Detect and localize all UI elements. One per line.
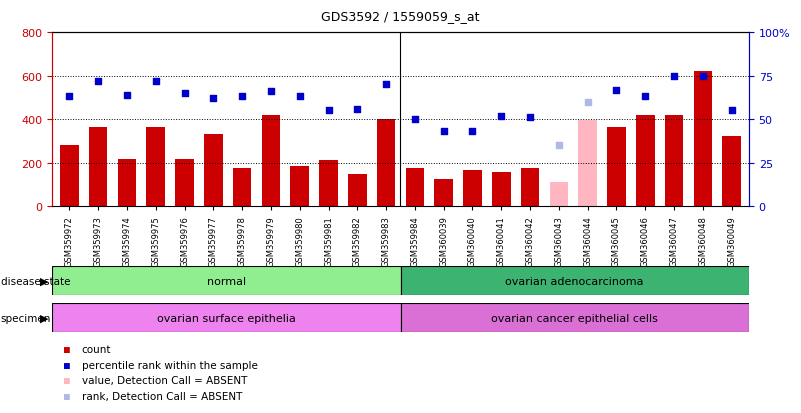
- Point: [610, 87, 623, 94]
- Bar: [319, 161, 338, 206]
- Bar: [400, 304, 749, 332]
- Bar: [175, 160, 194, 206]
- Point: [293, 94, 306, 100]
- Point: [207, 96, 219, 102]
- Text: ■: ■: [64, 375, 70, 385]
- Bar: [723, 137, 741, 206]
- Bar: [118, 160, 136, 206]
- Point: [668, 73, 681, 80]
- Bar: [204, 135, 223, 206]
- Text: normal: normal: [207, 276, 246, 286]
- Point: [63, 94, 76, 100]
- Text: percentile rank within the sample: percentile rank within the sample: [82, 360, 258, 370]
- Bar: [521, 169, 539, 206]
- Point: [235, 94, 248, 100]
- Point: [351, 106, 364, 113]
- Point: [466, 128, 479, 135]
- Point: [92, 78, 105, 85]
- Point: [264, 89, 277, 95]
- Bar: [665, 116, 683, 206]
- Point: [120, 92, 133, 99]
- Text: value, Detection Call = ABSENT: value, Detection Call = ABSENT: [82, 375, 247, 385]
- Bar: [694, 72, 712, 206]
- Text: ▶: ▶: [39, 276, 48, 286]
- Text: count: count: [82, 344, 111, 354]
- Text: ▶: ▶: [39, 313, 48, 323]
- Text: rank, Detection Call = ABSENT: rank, Detection Call = ABSENT: [82, 391, 242, 401]
- Bar: [636, 116, 654, 206]
- Point: [322, 108, 335, 114]
- Bar: [290, 166, 309, 206]
- Bar: [405, 169, 425, 206]
- Bar: [463, 171, 482, 206]
- Text: specimen: specimen: [1, 313, 51, 323]
- Bar: [434, 179, 453, 206]
- Bar: [233, 169, 252, 206]
- Bar: [60, 146, 78, 206]
- Text: ■: ■: [64, 360, 70, 370]
- Text: ■: ■: [64, 344, 70, 354]
- Text: disease state: disease state: [1, 276, 70, 286]
- Bar: [376, 120, 396, 206]
- Bar: [400, 266, 749, 295]
- Point: [725, 108, 738, 114]
- Bar: [578, 121, 597, 206]
- Bar: [147, 127, 165, 206]
- Point: [178, 90, 191, 97]
- Text: GDS3592 / 1559059_s_at: GDS3592 / 1559059_s_at: [321, 10, 480, 23]
- Text: ovarian surface epithelia: ovarian surface epithelia: [157, 313, 296, 323]
- Point: [553, 142, 566, 149]
- Point: [639, 94, 652, 100]
- Text: ■: ■: [64, 391, 70, 401]
- Point: [149, 78, 162, 85]
- Bar: [348, 174, 367, 206]
- Point: [380, 82, 392, 88]
- Text: ovarian cancer epithelial cells: ovarian cancer epithelial cells: [491, 313, 658, 323]
- Bar: [52, 266, 400, 295]
- Bar: [89, 127, 107, 206]
- Bar: [52, 304, 400, 332]
- Bar: [492, 173, 511, 206]
- Text: ovarian adenocarcinoma: ovarian adenocarcinoma: [505, 276, 644, 286]
- Point: [495, 113, 508, 120]
- Bar: [262, 116, 280, 206]
- Bar: [607, 127, 626, 206]
- Point: [696, 73, 709, 80]
- Point: [437, 128, 450, 135]
- Point: [582, 99, 594, 106]
- Point: [409, 116, 421, 123]
- Bar: [549, 183, 568, 206]
- Point: [524, 115, 537, 121]
